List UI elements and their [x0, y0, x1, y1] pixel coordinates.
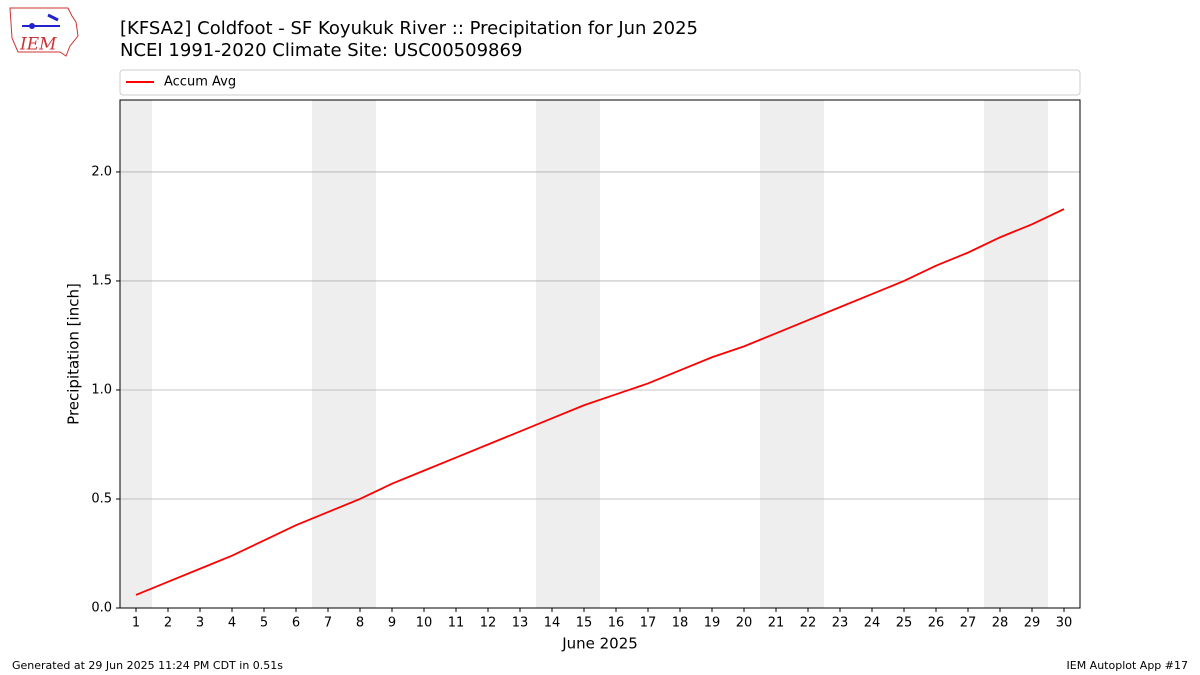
x-tick-label: 22	[800, 616, 817, 631]
series-line	[135, 208, 1065, 596]
x-tick-label: 9	[388, 616, 396, 631]
x-tick-label: 5	[260, 616, 268, 631]
x-tick-label: 13	[512, 616, 529, 631]
x-tick-label: 2	[164, 616, 172, 631]
footer-left: Generated at 29 Jun 2025 11:24 PM CDT in…	[12, 659, 283, 672]
x-axis-label: June 2025	[561, 635, 638, 653]
x-tick-label: 10	[416, 616, 433, 631]
x-tick-label: 28	[992, 616, 1009, 631]
x-tick-label: 1	[132, 616, 140, 631]
x-tick-label: 3	[196, 616, 204, 631]
x-tick-label: 24	[864, 616, 881, 631]
footer-right: IEM Autoplot App #17	[1067, 659, 1189, 672]
weekend-band	[984, 100, 1048, 608]
weekend-band	[120, 100, 152, 608]
weekend-band	[760, 100, 824, 608]
y-tick-label: 1.5	[91, 273, 112, 288]
x-tick-label: 6	[292, 616, 300, 631]
x-tick-label: 12	[480, 616, 497, 631]
x-tick-label: 14	[544, 616, 561, 631]
y-tick-label: 0.0	[91, 601, 112, 616]
legend-label: Accum Avg	[164, 75, 236, 90]
y-axis-label: Precipitation [inch]	[65, 283, 83, 425]
y-tick-label: 0.5	[91, 491, 112, 506]
x-tick-label: 8	[356, 616, 364, 631]
x-tick-label: 25	[896, 616, 913, 631]
x-tick-label: 29	[1024, 616, 1041, 631]
x-tick-label: 11	[448, 616, 465, 631]
logo: IEM	[9, 7, 79, 57]
x-tick-label: 19	[704, 616, 721, 631]
chart-title: [KFSA2] Coldfoot - SF Koyukuk River :: P…	[120, 18, 698, 39]
chart-subtitle: NCEI 1991-2020 Climate Site: USC00509869	[120, 40, 522, 61]
y-tick-label: 2.0	[91, 164, 112, 179]
x-tick-label: 30	[1056, 616, 1073, 631]
x-tick-label: 15	[576, 616, 593, 631]
x-tick-label: 23	[832, 616, 849, 631]
plot-frame	[119, 99, 1081, 609]
x-tick-label: 7	[324, 616, 332, 631]
x-tick-label: 21	[768, 616, 785, 631]
x-tick-label: 16	[608, 616, 625, 631]
legend-box	[119, 69, 1081, 96]
x-tick-label: 17	[640, 616, 657, 631]
x-tick-label: 20	[736, 616, 753, 631]
weekend-band	[312, 100, 376, 608]
weekend-band	[536, 100, 600, 608]
logo-text: IEM	[19, 35, 57, 55]
x-tick-label: 18	[672, 616, 689, 631]
y-tick-label: 1.0	[91, 382, 112, 397]
x-tick-label: 26	[928, 616, 945, 631]
x-tick-label: 4	[228, 616, 236, 631]
x-tick-label: 27	[960, 616, 977, 631]
